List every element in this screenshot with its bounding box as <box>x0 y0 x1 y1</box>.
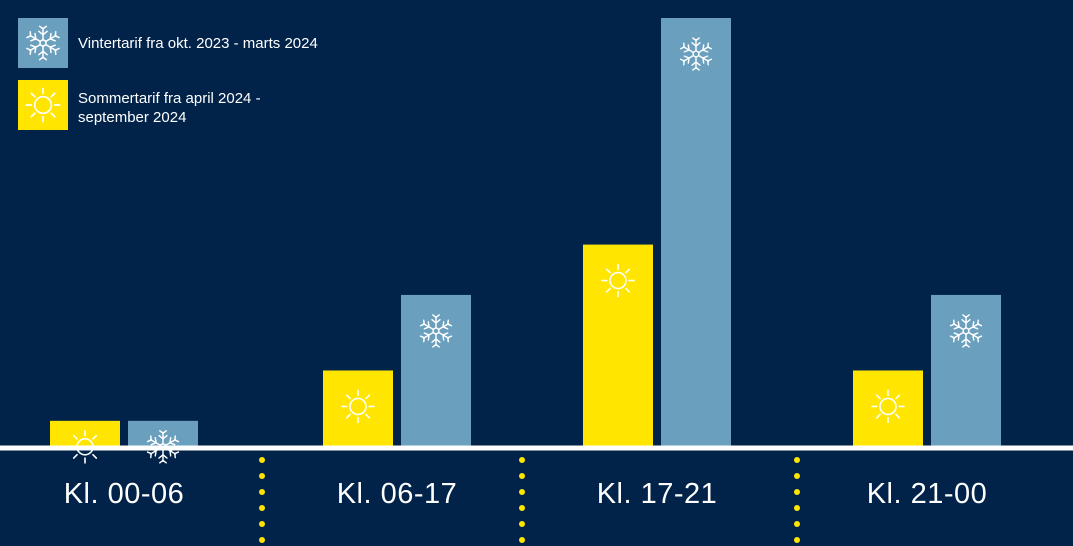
sun-icon <box>25 87 61 123</box>
separator-dot <box>259 521 265 527</box>
snowflake-icon <box>18 18 68 68</box>
separator-dot <box>519 521 525 527</box>
separator-dot <box>519 505 525 511</box>
category-label: Kl. 17-21 <box>596 478 718 510</box>
legend-summer-label: Sommertarif fra april 2024 - september 2… <box>78 90 261 126</box>
separator-dot <box>259 505 265 511</box>
separator-dot <box>519 537 525 543</box>
bar-winter-3 <box>661 18 731 446</box>
separator-dot <box>519 473 525 479</box>
legend-winter-label: Vintertarif fra okt. 2023 - marts 2024 <box>78 35 318 52</box>
separator-dot <box>259 457 265 463</box>
legend-summer-swatch <box>18 80 68 130</box>
category-label: Kl. 00-06 <box>63 478 185 510</box>
bar-summer-3 <box>583 244 653 446</box>
separator-dot <box>794 521 800 527</box>
bar-summer-2 <box>323 370 393 446</box>
category-label: Kl. 21-00 <box>866 478 988 510</box>
separator-dot <box>794 473 800 479</box>
separator-dot <box>794 505 800 511</box>
separator-dot <box>794 489 800 495</box>
separator-dot <box>794 457 800 463</box>
separator-dot <box>259 473 265 479</box>
separator-dot <box>259 537 265 543</box>
separator-dot <box>519 489 525 495</box>
category-label: Kl. 06-17 <box>336 478 458 510</box>
legend-winter-swatch <box>18 18 68 68</box>
bar-summer-4 <box>853 370 923 446</box>
separator-dot <box>794 537 800 543</box>
separator-dot <box>519 457 525 463</box>
separator-dot <box>259 489 265 495</box>
